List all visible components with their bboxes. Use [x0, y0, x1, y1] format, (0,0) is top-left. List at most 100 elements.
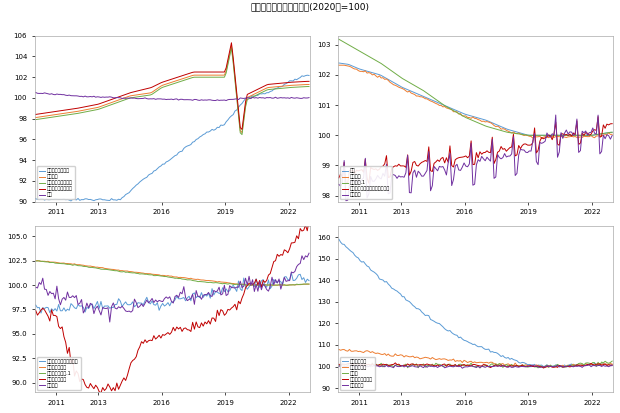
- 学校給食: [194, 73, 202, 78]
- Line: 温水洗浄便座: 温水洗浄便座: [339, 349, 612, 367]
- やきとり（外食）: [305, 73, 312, 78]
- Line: システムキッチン: システムキッチン: [339, 363, 612, 368]
- 都市再生機構・公社家賞: [102, 304, 110, 309]
- 給湯器: [608, 358, 616, 363]
- 給湯器: [476, 366, 484, 370]
- 設備修繕・維持: [136, 344, 143, 349]
- 学校給食（小学校）: [238, 132, 246, 137]
- 設備修繕・維持: [196, 325, 203, 330]
- 設備材料: [106, 320, 113, 325]
- 設備材料: [223, 293, 230, 298]
- カーポート: [459, 366, 466, 371]
- 学校給食（小学校）: [221, 75, 228, 80]
- 給湯器: [557, 364, 565, 369]
- 住居: [305, 95, 312, 100]
- Line: 学校給食（小学校）: 学校給食（小学校）: [36, 48, 309, 135]
- 家賞: [438, 102, 445, 107]
- 家賞: [608, 130, 616, 135]
- 温水洗浄便座: [404, 354, 411, 359]
- 持家の帰属家賞: [146, 271, 154, 276]
- 公営家賞: [559, 136, 567, 141]
- 住居: [135, 96, 142, 101]
- カーポート: [438, 363, 445, 368]
- 持家の帰属家賞.1: [305, 282, 312, 287]
- 公営家賞: [439, 164, 446, 169]
- 公営家賞: [342, 198, 350, 203]
- 持家の帰属家賞.1: [102, 267, 110, 272]
- システムバス: [564, 364, 572, 369]
- システムキッチン: [405, 363, 413, 368]
- 学校給食（小学校）: [101, 104, 108, 109]
- 民営家賞: [557, 134, 565, 139]
- 家賞: [524, 133, 531, 138]
- 民営家賞: [404, 90, 411, 95]
- 学校給食（小学校）: [135, 94, 142, 99]
- やきとり（外食）: [146, 171, 154, 176]
- 学校給食（中学校）: [305, 79, 312, 84]
- 設備修繕・維持: [223, 311, 230, 316]
- システムキッチン: [539, 366, 547, 370]
- システムキッチン: [608, 363, 616, 368]
- 家賞: [526, 133, 533, 138]
- 学校給食（中学校）: [32, 112, 40, 117]
- 持家の帰属家賞.1: [32, 259, 40, 263]
- 学校給食: [256, 89, 264, 94]
- 学校給食（中学校）: [256, 86, 264, 91]
- システムバス: [448, 330, 456, 335]
- 都市再生機構・公社家賞: [288, 271, 295, 275]
- 家賞: [497, 124, 505, 129]
- Line: 民営家賞.1: 民営家賞.1: [339, 39, 612, 135]
- 学校給食（中学校）: [101, 100, 108, 104]
- Line: 家賞: 家賞: [339, 63, 612, 135]
- 都市再生機構・公社家賞: [136, 301, 143, 306]
- 給湯器: [404, 365, 411, 370]
- 民営家賞.1: [557, 133, 565, 138]
- Legend: 都市再生機構・公社家賞, 持家の帰属家賞, 持家の帰属家賞.1, 設備修繕・維持, 設備材料: 都市再生機構・公社家賞, 持家の帰属家賞, 持家の帰属家賞.1, 設備修繕・維持…: [37, 357, 81, 390]
- Line: 持家の帰属家賞: 持家の帰属家賞: [36, 261, 309, 285]
- 公営・都市再生機構・公社家賞: [526, 143, 533, 148]
- 設備材料: [136, 304, 143, 309]
- 給湯器: [526, 364, 533, 369]
- 給湯器: [448, 363, 456, 368]
- システムキッチン: [335, 362, 343, 367]
- 学校給食: [221, 73, 228, 78]
- 公営家賞: [405, 190, 413, 195]
- 設備材料: [101, 306, 108, 311]
- 持家の帰属家賞.1: [284, 283, 291, 288]
- システムキッチン: [559, 365, 567, 370]
- 温水洗浄便座: [557, 364, 565, 369]
- システムバス: [404, 298, 411, 303]
- 公営・都市再生機構・公社家賞: [499, 147, 507, 152]
- 学校給食（中学校）: [145, 86, 153, 91]
- 家賞: [404, 87, 411, 92]
- 住居: [32, 90, 40, 95]
- 公営・都市再生機構・公社家賞: [608, 121, 616, 126]
- 持家の帰属家賞.1: [196, 279, 203, 284]
- 住居: [101, 95, 108, 100]
- 持家の帰属家賞.1: [35, 258, 43, 263]
- やきとり（外食）: [32, 196, 40, 201]
- 設備修繕・維持: [305, 218, 312, 223]
- Line: 学校給食: 学校給食: [36, 46, 309, 133]
- 住居: [145, 97, 153, 102]
- Text: 品目別価格指数（全国）(2020年=100): 品目別価格指数（全国）(2020年=100): [250, 2, 370, 11]
- 持家の帰属家賞: [196, 277, 203, 282]
- カーポート: [448, 364, 456, 369]
- やきとり（外食）: [67, 199, 74, 204]
- 公営・都市再生機構・公社家賞: [557, 131, 565, 136]
- 都市再生機構・公社家賞: [196, 295, 203, 300]
- カーポート: [557, 363, 565, 368]
- 公営・都市再生機構・公社家賞: [344, 181, 352, 186]
- 民営家賞: [608, 132, 616, 137]
- 持家の帰属家賞: [136, 270, 143, 275]
- 給湯器: [335, 363, 343, 368]
- 持家の帰属家賞.1: [136, 271, 143, 276]
- やきとり（外食）: [196, 135, 203, 140]
- 学校給食（小学校）: [32, 117, 40, 122]
- 温水洗浄便座: [524, 363, 531, 368]
- 民営家賞.1: [438, 101, 445, 106]
- やきとり（外食）: [102, 198, 110, 203]
- 温水洗浄便座: [552, 365, 559, 370]
- 学校給食（中学校）: [135, 88, 142, 93]
- 公営家賞: [608, 133, 616, 138]
